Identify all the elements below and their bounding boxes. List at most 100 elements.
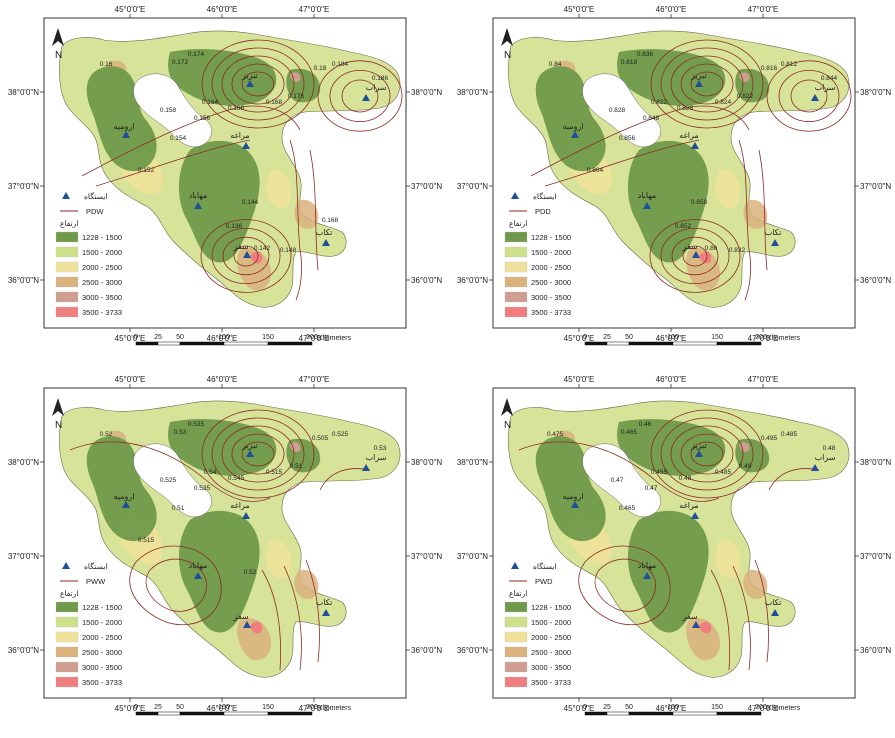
legend-swatch	[55, 276, 79, 288]
contour-label: 0.168	[266, 99, 283, 106]
coord-left: 37°0'0"N	[8, 182, 39, 191]
contour-ring	[200, 219, 292, 293]
contour-label: 0.864	[587, 167, 604, 174]
legend-class-label: 3000 - 3500	[82, 663, 122, 672]
scale-tick-label: 100	[667, 334, 679, 341]
contour-label: 0.52	[100, 431, 113, 438]
contour-label: 0.49	[739, 463, 752, 470]
legend-class-label: 3000 - 3500	[531, 293, 571, 302]
station-triangle-icon	[243, 251, 251, 258]
scale-segment	[716, 341, 762, 346]
station-triangle-icon	[643, 202, 651, 209]
coord-top: 47°0'0"E	[748, 375, 779, 384]
station-triangle-icon	[691, 512, 699, 519]
coord-left: 38°0'0"N	[8, 458, 39, 467]
contour-label: 0.84	[549, 61, 562, 68]
contour-ring	[241, 71, 275, 97]
contour-arc	[95, 139, 251, 187]
scale-segment	[267, 711, 313, 716]
station-triangle-icon	[811, 464, 819, 471]
contour-label: 0.505	[312, 435, 329, 442]
contour-ring	[241, 441, 275, 467]
scale-tick-label: 25	[154, 704, 162, 711]
map-svg: 45°0'0"E 45°0'0"E 46°0'0"E 46°0'0"E 47°0'0"E…	[457, 375, 891, 716]
contour-label: 0.515	[138, 537, 155, 544]
map-panel-pww: 45°0'0"E 45°0'0"E 46°0'0"E 46°0'0"E 47°0'0"E…	[0, 370, 442, 730]
contour-label: 0.172	[172, 59, 189, 66]
station-triangle-icon	[194, 572, 202, 579]
scale-segment	[606, 711, 630, 716]
contour-label: 0.515	[266, 469, 283, 476]
station-label: سراب	[815, 453, 836, 462]
scale-tick-label: 25	[603, 704, 611, 711]
station-label: تبریز	[690, 441, 707, 450]
contour-label: 0.54	[204, 469, 217, 476]
region-elevation-3500-3733	[699, 621, 712, 634]
scale-tick-label: 25	[603, 334, 611, 341]
region-elevation-3000-3500	[739, 442, 750, 452]
contour-arc	[289, 139, 303, 301]
scale-bar: 0 25 50 100 150 200 Kilometers	[583, 704, 801, 716]
station-triangle-icon	[194, 202, 202, 209]
contour-label: 0.844	[821, 75, 838, 82]
legend-swatch	[504, 231, 528, 243]
legend-swatch	[504, 616, 528, 628]
legend-swatch	[504, 646, 528, 658]
contour-label: 0.832	[729, 247, 746, 254]
region-elevation-2000-2500	[265, 169, 292, 209]
legend-swatch	[504, 631, 528, 643]
station-label: مهاباد	[638, 191, 657, 200]
region-elevation-1228-1500	[178, 140, 260, 263]
station-label: مراغه	[230, 501, 249, 510]
contour-label: 0.164	[202, 99, 219, 106]
station-label: تبریز	[241, 441, 258, 450]
station-triangle-icon	[692, 251, 700, 258]
legend-swatch	[55, 646, 79, 658]
coord-left: 37°0'0"N	[8, 552, 39, 561]
legend-station-icon	[62, 192, 70, 199]
contour-label: 0.545	[228, 475, 245, 482]
contour-label: 0.826	[677, 105, 694, 112]
region-elevation-1228-1500	[627, 140, 709, 263]
scale-tick-label: 0	[134, 334, 138, 341]
station-label: ارومیه	[563, 122, 584, 131]
scale-tick-label: 100	[218, 334, 230, 341]
contour-label: 0.535	[194, 485, 211, 492]
north-arrow-letter: N	[55, 420, 62, 431]
legend-class-label: 1500 - 2000	[531, 248, 571, 257]
contour-label: 0.174	[188, 51, 205, 58]
map-panel-pdw: 45°0'0"E 45°0'0"E 46°0'0"E 46°0'0"E 47°0'0"E…	[0, 0, 442, 360]
contour-label: 0.154	[170, 135, 187, 142]
coord-right: 37°0'0"N	[860, 182, 891, 191]
contour-label: 0.51	[290, 463, 303, 470]
coord-bottom: 46°0'0"E	[656, 334, 687, 343]
contour-label: 0.148	[280, 247, 297, 254]
coord-right: 36°0'0"N	[411, 276, 442, 285]
station-label: تکاب	[765, 228, 782, 237]
contour-ring	[680, 433, 734, 475]
contour-arc	[283, 565, 302, 671]
contour-label: 0.166	[228, 105, 245, 112]
coord-bottom: 45°0'0"E	[115, 704, 146, 713]
contour-label: 0.455	[651, 469, 668, 476]
station-label: تبریز	[241, 71, 258, 80]
contour-arc	[261, 569, 282, 671]
scale-segment	[135, 711, 159, 716]
station-triangle-icon	[322, 609, 330, 616]
station-label: ارومیه	[114, 122, 135, 131]
scale-unit: Kilometers	[318, 335, 352, 342]
contour-label: 0.52	[244, 569, 257, 576]
contour-arc	[732, 565, 751, 671]
coord-bottom: 46°0'0"E	[207, 704, 238, 713]
coord-bottom: 47°0'0"E	[299, 334, 330, 343]
station-label: سراب	[366, 83, 387, 92]
station-label: مراغه	[679, 131, 698, 140]
legend-class-label: 1228 - 1500	[531, 233, 571, 242]
scale-tick-label: 200	[755, 334, 767, 341]
contour-label: 0.485	[715, 469, 732, 476]
contour-ring	[660, 47, 754, 121]
scale-bar: 0 25 50 100 150 200 Kilometers	[583, 334, 801, 346]
legend-swatch	[55, 616, 79, 628]
scale-tick-label: 0	[583, 334, 587, 341]
coord-right: 37°0'0"N	[860, 552, 891, 561]
